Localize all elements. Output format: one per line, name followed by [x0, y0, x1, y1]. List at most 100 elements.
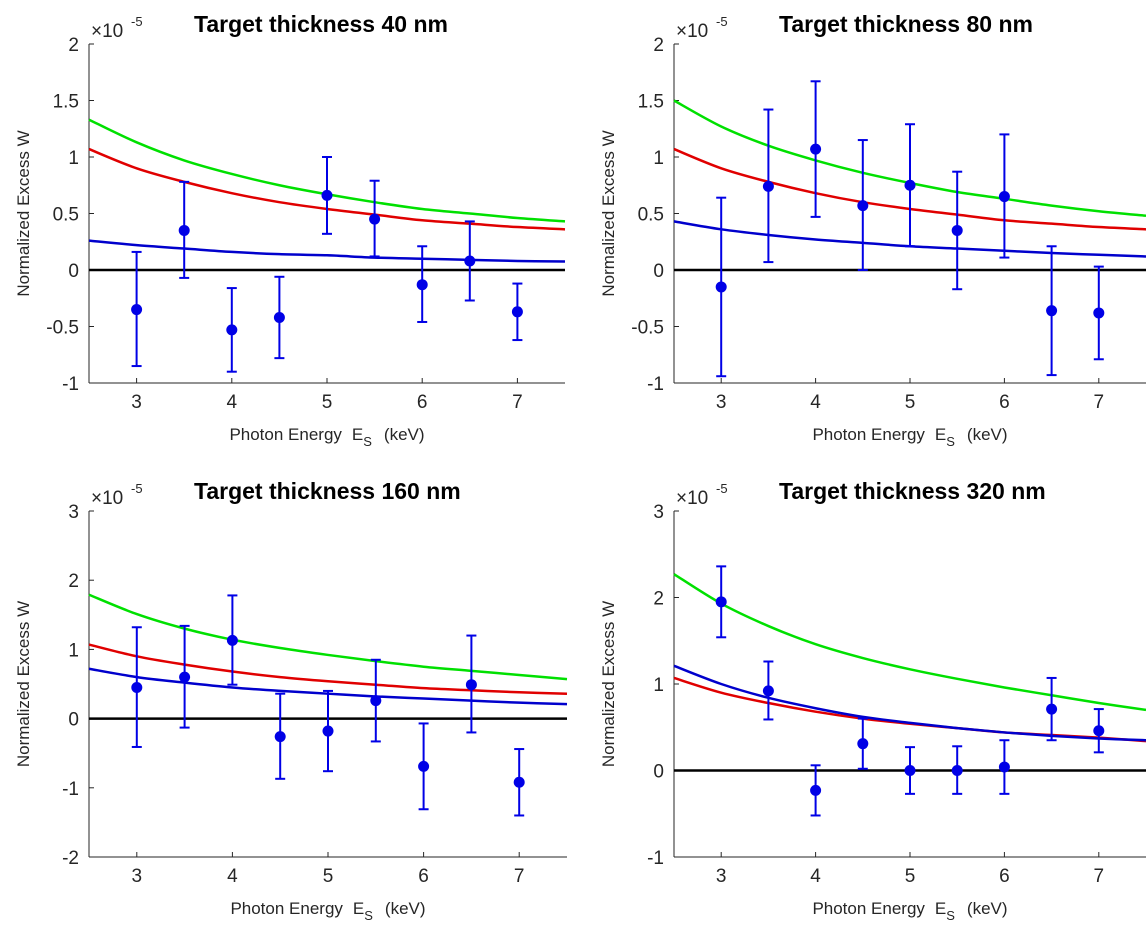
- data-point: [178, 224, 190, 236]
- y-tick-label: -0.5: [46, 318, 79, 339]
- data-point: [465, 679, 477, 691]
- x-axis-label: Photon Energy ES (keV): [812, 425, 1007, 449]
- multiplier-label: ×10: [91, 488, 123, 509]
- data-point: [762, 685, 774, 697]
- chart-title: Target thickness 320 nm: [779, 478, 1046, 504]
- x-tick-label: 4: [810, 392, 821, 413]
- data-point: [226, 634, 238, 646]
- data-point: [1046, 703, 1058, 715]
- data-point: [951, 765, 963, 776]
- y-tick-label: -1: [647, 374, 664, 395]
- data-point: [810, 143, 822, 155]
- data-point: [1093, 307, 1105, 319]
- x-tick-label: 5: [322, 392, 333, 413]
- x-tick-label: 6: [418, 866, 429, 887]
- x-axis-label-subscript: S: [946, 434, 955, 449]
- chart-title: Target thickness 80 nm: [779, 11, 1033, 37]
- data-point: [418, 760, 430, 772]
- y-tick-label: 0: [653, 762, 664, 783]
- x-axis-label-subscript: S: [946, 908, 955, 923]
- x-axis-label: Photon Energy ES (keV): [229, 425, 424, 449]
- y-tick-label: 1: [653, 148, 664, 169]
- multiplier-exponent: -5: [716, 481, 728, 496]
- data-point: [322, 725, 334, 737]
- x-tick-label: 5: [905, 866, 916, 887]
- y-tick-label: 2: [653, 35, 664, 56]
- x-axis-label-unit: (keV): [967, 425, 1008, 444]
- data-point: [369, 213, 381, 225]
- x-tick-label: 4: [227, 392, 238, 413]
- multiplier-exponent: -5: [716, 14, 728, 29]
- data-point: [131, 304, 143, 316]
- data-point: [715, 596, 727, 608]
- x-tick-label: 7: [1094, 866, 1105, 887]
- x-tick-label: 4: [810, 866, 821, 887]
- multiplier-exponent: -5: [131, 14, 143, 29]
- data-point: [904, 765, 916, 776]
- y-tick-label: 3: [653, 502, 664, 523]
- y-axis-label: Normalized Excess W: [599, 601, 618, 767]
- x-tick-label: 3: [716, 866, 727, 887]
- data-point: [321, 189, 333, 201]
- x-tick-label: 3: [132, 866, 143, 887]
- y-tick-label: -0.5: [631, 318, 664, 339]
- panel-4: -1 0 1 2 3 3 4 5 6 7 ×10 -5 Target thickness 320 nm N…: [599, 478, 1146, 923]
- y-tick-label: 0: [68, 261, 79, 282]
- blue-curve: [673, 664, 1146, 742]
- y-tick-label: -1: [62, 779, 79, 800]
- x-tick-label: 3: [131, 392, 142, 413]
- x-tick-label: 5: [323, 866, 334, 887]
- data-point: [513, 776, 525, 788]
- data-point: [511, 306, 523, 318]
- y-tick-label: 1: [68, 148, 79, 169]
- data-point: [179, 671, 191, 683]
- x-tick-label: 3: [716, 392, 727, 413]
- data-point: [226, 324, 238, 336]
- x-tick-label: 6: [999, 866, 1010, 887]
- y-tick-label: -2: [62, 848, 79, 869]
- y-axis-label: Normalized Excess W: [14, 601, 33, 767]
- x-axis-label-symbol: E: [353, 899, 364, 918]
- data-point: [416, 279, 428, 291]
- blue-curve: [88, 239, 566, 263]
- y-tick-label: 0: [653, 261, 664, 282]
- data-point: [998, 191, 1010, 203]
- panel-3: -2 -1 0 1 2 3 3 4 5 6 7 ×10 -5 Target thickness 160 n…: [14, 478, 568, 923]
- x-axis-label-text: Photon Energy: [812, 425, 925, 444]
- y-tick-label: 1: [68, 640, 79, 661]
- x-axis-label: Photon Energy ES (keV): [812, 899, 1007, 923]
- data-point: [857, 200, 869, 212]
- x-axis-label-text: Photon Energy: [229, 425, 342, 444]
- y-tick-label: -1: [62, 374, 79, 395]
- data-point: [464, 255, 476, 267]
- multiplier-label: ×10: [676, 21, 708, 42]
- data-point: [274, 731, 286, 743]
- data-point: [998, 761, 1010, 773]
- y-tick-label: 0.5: [638, 205, 664, 226]
- data-point: [273, 311, 285, 323]
- y-axis-label: Normalized Excess W: [599, 130, 618, 296]
- x-axis-label-subscript: S: [363, 434, 372, 449]
- x-tick-label: 5: [905, 392, 916, 413]
- data-point: [810, 784, 822, 796]
- multiplier-exponent: -5: [131, 481, 143, 496]
- y-tick-label: 1: [653, 675, 664, 696]
- x-tick-label: 7: [1094, 392, 1105, 413]
- x-axis-label-text: Photon Energy: [812, 899, 925, 918]
- chart-title: Target thickness 160 nm: [194, 478, 461, 504]
- x-tick-label: 4: [227, 866, 238, 887]
- y-tick-label: 2: [68, 35, 79, 56]
- x-axis-label-unit: (keV): [967, 899, 1008, 918]
- green-curve: [673, 573, 1146, 712]
- y-tick-label: 0: [68, 710, 79, 731]
- x-tick-label: 6: [999, 392, 1010, 413]
- data-point: [762, 180, 774, 192]
- data-point: [715, 281, 727, 293]
- data-point: [951, 224, 963, 236]
- data-point: [1093, 725, 1105, 737]
- y-tick-label: 2: [653, 589, 664, 610]
- y-tick-label: 3: [68, 502, 79, 523]
- y-tick-label: 1.5: [53, 92, 79, 113]
- data-point: [370, 695, 382, 707]
- x-axis-label-symbol: E: [352, 425, 363, 444]
